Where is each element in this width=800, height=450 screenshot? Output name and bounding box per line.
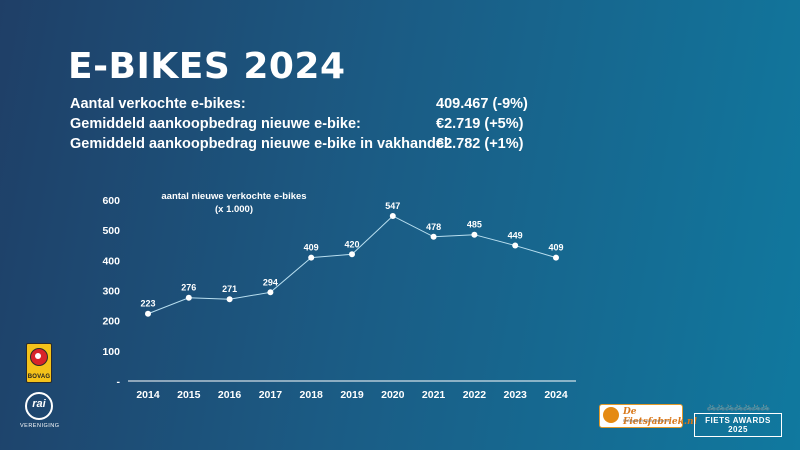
data-label: 547 xyxy=(385,201,400,211)
x-tick-label: 2019 xyxy=(340,389,364,401)
stat-row-avg-price-dealer: Gemiddeld aankoopbedrag nieuwe e-bike in… xyxy=(70,136,540,156)
stat-row-avg-price: Gemiddeld aankoopbedrag nieuwe e-bike: €… xyxy=(70,116,540,136)
bikes-row-icon: 🚲🚲🚲🚲🚲🚲🚲 xyxy=(706,402,771,411)
data-point xyxy=(226,296,233,303)
stat-value: €2.782 (+1%) xyxy=(436,136,524,152)
data-point xyxy=(267,289,274,296)
y-tick-label: 100 xyxy=(102,346,120,358)
data-label: 420 xyxy=(344,239,359,249)
x-tick-label: 2018 xyxy=(300,389,324,401)
stat-row-sold: Aantal verkochte e-bikes: 409.467 (-9%) xyxy=(70,96,540,116)
data-label: 409 xyxy=(304,243,319,253)
y-axis-ticks: - 100 200 300 400 500 600 xyxy=(102,195,120,388)
chart-subtitle: (x 1.000) xyxy=(215,204,253,215)
rai-logo: rai VERENIGING xyxy=(20,392,60,429)
data-point xyxy=(145,310,151,317)
x-tick-label: 2021 xyxy=(422,389,446,401)
stat-label: Gemiddeld aankoopbedrag nieuwe e-bike in… xyxy=(70,136,453,152)
data-point xyxy=(389,212,396,219)
y-tick-label: 500 xyxy=(102,225,120,237)
data-point xyxy=(185,294,192,301)
data-point xyxy=(471,231,478,238)
data-label: 223 xyxy=(140,299,155,309)
rai-text: rai xyxy=(32,398,46,410)
data-point xyxy=(553,254,559,261)
x-tick-label: 2024 xyxy=(544,389,568,401)
series-line xyxy=(147,215,557,315)
data-label: 276 xyxy=(181,283,196,293)
bovag-text: BOVAG xyxy=(27,374,51,380)
data-label: 409 xyxy=(548,243,563,253)
data-point xyxy=(349,251,355,258)
x-tick-label: 2016 xyxy=(218,389,242,401)
stat-label: Gemiddeld aankoopbedrag nieuwe e-bike: xyxy=(70,116,361,132)
data-label: 271 xyxy=(222,284,237,294)
fiets-awards-text: FIETS AWARDS 2025 xyxy=(694,413,782,437)
data-point xyxy=(430,233,437,240)
data-points xyxy=(145,212,559,317)
fietsfabriek-logo: De Fietsfabriek.nl Fietsplezier voor ied… xyxy=(599,404,697,428)
fietsfabriek-name: De Fietsfabriek.nl xyxy=(623,407,697,427)
page-title: E-BIKES 2024 xyxy=(68,46,346,87)
stat-label: Aantal verkochte e-bikes: xyxy=(70,96,246,112)
stats-list: Aantal verkochte e-bikes: 409.467 (-9%) … xyxy=(70,96,540,156)
y-tick-label: - xyxy=(117,376,121,388)
fietsfabriek-tagline: Fietsplezier voor iedereen xyxy=(623,418,670,423)
rai-subtext: VERENIGING xyxy=(20,423,60,429)
chart-title: aantal nieuwe verkochte e-bikes xyxy=(161,191,306,202)
x-tick-label: 2017 xyxy=(259,389,283,401)
data-point xyxy=(512,242,519,249)
x-tick-label: 2020 xyxy=(381,389,405,401)
y-tick-label: 300 xyxy=(102,286,120,298)
x-tick-label: 2022 xyxy=(463,389,487,401)
bovag-emblem-icon xyxy=(30,348,48,366)
data-label: 449 xyxy=(508,231,523,241)
data-point xyxy=(308,254,315,261)
y-tick-label: 400 xyxy=(102,255,120,267)
x-tick-label: 2023 xyxy=(504,389,528,401)
stat-value: €2.719 (+5%) xyxy=(436,116,524,132)
fiets-awards-logo: 🚲🚲🚲🚲🚲🚲🚲 FIETS AWARDS 2025 xyxy=(694,402,782,437)
data-label: 478 xyxy=(426,222,441,232)
y-tick-label: 200 xyxy=(102,316,120,328)
fietsfabriek-emblem-icon xyxy=(603,407,619,423)
bovag-logo: BOVAG xyxy=(26,343,52,383)
data-label: 485 xyxy=(467,220,482,230)
x-tick-label: 2014 xyxy=(136,389,160,401)
x-axis-ticks: 2014 2015 2016 2017 2018 2019 2020 2021 2022 2023… xyxy=(136,389,568,401)
y-tick-label: 600 xyxy=(102,195,120,207)
data-label: 294 xyxy=(263,277,278,287)
x-tick-label: 2015 xyxy=(177,389,201,401)
rai-emblem-icon: rai xyxy=(25,392,53,420)
data-labels: 223 276 271 294 409 420 547 478 485 449 409 xyxy=(140,201,563,309)
stat-value: 409.467 (-9%) xyxy=(436,96,528,112)
